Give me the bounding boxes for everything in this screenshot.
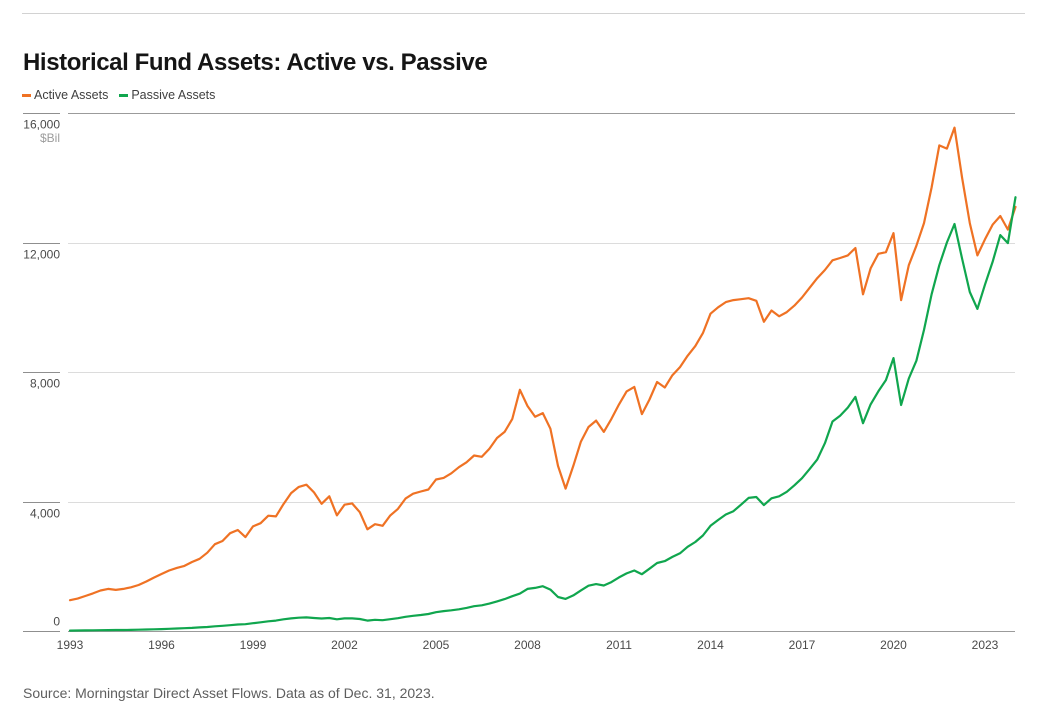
x-tick-label: 2002	[331, 638, 358, 652]
y-tick-label: 16,000	[23, 118, 60, 132]
x-tick-label: 1996	[148, 638, 175, 652]
y-tick-label: 4,000	[30, 507, 60, 521]
x-tick-label: 1999	[240, 638, 267, 652]
top-divider	[22, 13, 1025, 14]
x-tick-label: 2023	[972, 638, 999, 652]
chart-title: Historical Fund Assets: Active vs. Passi…	[23, 49, 488, 77]
active-assets-line	[68, 126, 1017, 602]
x-tick-label: 1993	[57, 638, 84, 652]
passive-assets-line	[68, 196, 1017, 632]
passive-series-swatch	[119, 93, 129, 97]
y-tick-label: 12,000	[23, 248, 60, 262]
x-tick-label: 2005	[423, 638, 450, 652]
y-axis-unit-label: $Bil	[40, 131, 60, 145]
x-tick-label: 2011	[606, 638, 632, 652]
source-note: Source: Morningstar Direct Asset Flows. …	[23, 685, 435, 701]
legend-item-passive: Passive Assets	[119, 88, 215, 102]
legend-item-active: Active Assets	[22, 88, 108, 102]
x-tick-label: 2008	[514, 638, 541, 652]
active-series-swatch	[22, 93, 31, 97]
x-tick-label: 2020	[880, 638, 907, 652]
chart-legend: Active Assets Passive Assets	[22, 88, 215, 102]
legend-label-passive: Passive Assets	[131, 88, 216, 102]
y-tick-label: 8,000	[30, 377, 60, 391]
legend-label-active: Active Assets	[34, 88, 109, 102]
x-tick-label: 2017	[789, 638, 816, 652]
x-tick-label: 2014	[697, 638, 724, 652]
y-tick-label: 0	[53, 615, 60, 629]
